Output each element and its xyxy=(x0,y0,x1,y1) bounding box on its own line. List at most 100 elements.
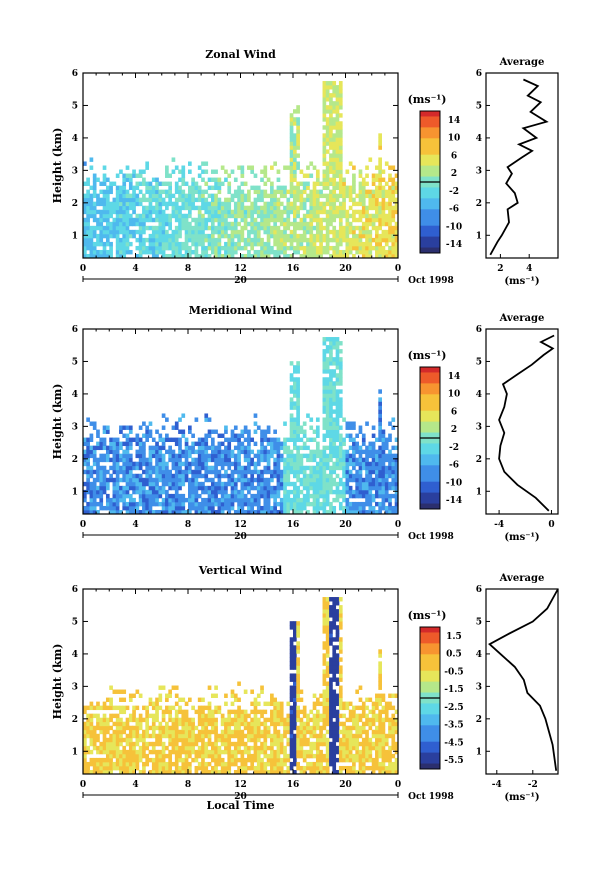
heatmap-cell xyxy=(178,717,182,723)
heatmap-cell xyxy=(256,253,261,259)
heatmap-cell xyxy=(171,205,176,211)
heatmap-cell xyxy=(237,697,241,703)
heatmap-cell xyxy=(102,193,107,199)
heatmap-cell xyxy=(194,509,199,515)
heatmap-cell xyxy=(184,477,189,483)
heatmap-cell xyxy=(302,765,307,771)
heatmap-cell xyxy=(86,509,90,515)
heatmap-cell xyxy=(191,485,195,491)
heatmap-cell xyxy=(194,417,199,422)
heatmap-cell xyxy=(181,713,186,719)
heatmap-cell xyxy=(178,249,182,255)
heatmap-cell xyxy=(165,501,169,507)
heatmap-cell xyxy=(155,225,159,231)
heatmap-cell xyxy=(227,213,232,219)
heatmap-cell xyxy=(325,625,330,630)
heatmap-cell xyxy=(273,225,277,231)
heatmap-cell xyxy=(276,733,281,739)
heatmap-cell xyxy=(191,505,195,511)
heatmap-cell xyxy=(256,769,261,775)
heatmap-cell xyxy=(312,729,317,735)
heatmap-cell xyxy=(240,253,245,259)
heatmap-cell xyxy=(155,481,159,487)
heatmap-cell xyxy=(388,189,392,195)
heatmap-cell xyxy=(391,453,396,459)
heatmap-cell xyxy=(309,217,314,223)
heatmap-cell xyxy=(273,709,277,715)
heatmap-cell xyxy=(309,213,314,219)
heatmap-cell xyxy=(335,205,340,211)
heatmap-cell xyxy=(105,697,110,703)
heatmap-cell xyxy=(260,209,264,215)
heatmap-cell xyxy=(250,501,255,507)
heatmap-cell xyxy=(388,209,392,215)
heatmap-cell xyxy=(240,497,245,503)
heatmap-cell xyxy=(214,169,218,174)
heatmap-cell xyxy=(233,485,238,491)
heatmap-cell xyxy=(122,217,127,223)
heatmap-cell xyxy=(299,201,304,207)
heatmap-cell xyxy=(102,757,107,763)
heatmap-cell xyxy=(253,209,258,215)
heatmap-cell xyxy=(394,185,399,191)
heatmap-cell xyxy=(201,245,205,251)
heatmap-cell xyxy=(168,193,172,199)
heatmap-cell xyxy=(92,213,97,219)
heatmap-cell xyxy=(355,449,360,455)
heatmap-cell xyxy=(112,689,117,694)
heatmap-cell xyxy=(145,465,150,471)
heatmap-cell xyxy=(220,201,225,207)
heatmap-cell xyxy=(188,233,192,239)
heatmap-cell xyxy=(325,465,330,471)
heatmap-cell xyxy=(319,749,323,755)
heatmap-cell xyxy=(384,193,389,199)
heatmap-cell xyxy=(151,469,156,475)
heatmap-cell xyxy=(197,213,202,219)
heatmap-cell xyxy=(240,717,245,723)
heatmap-cell xyxy=(214,721,218,727)
heatmap-cell xyxy=(188,469,192,475)
heatmap-cell xyxy=(358,185,363,191)
heatmap-cell xyxy=(115,689,120,694)
y-tick-label: 3 xyxy=(72,422,78,432)
heatmap-cell xyxy=(178,225,182,231)
colorbar-segment xyxy=(420,187,440,194)
heatmap-cell xyxy=(135,465,140,471)
heatmap-cell xyxy=(135,477,140,483)
heatmap-cell xyxy=(214,209,218,215)
heatmap-cell xyxy=(270,757,274,763)
heatmap-cell xyxy=(293,173,297,178)
colorbar-unit-label: (ms⁻¹) xyxy=(408,349,447,362)
heatmap-cell xyxy=(273,213,277,219)
heatmap-cell xyxy=(86,501,90,507)
heatmap-cell xyxy=(329,741,333,747)
heatmap-cell xyxy=(293,157,297,162)
heatmap-cell xyxy=(230,709,235,715)
heatmap-cell xyxy=(165,721,169,727)
heatmap-cell xyxy=(325,673,330,678)
y-tick-label: 5 xyxy=(72,101,78,111)
heatmap-cell xyxy=(250,209,255,215)
heatmap-cell xyxy=(83,181,87,187)
heatmap-cell xyxy=(240,709,245,715)
heatmap-cell xyxy=(338,157,343,162)
heatmap-cell xyxy=(355,245,360,251)
heatmap-cell xyxy=(329,201,333,207)
heatmap-cell xyxy=(299,457,304,463)
heatmap-cell xyxy=(224,741,228,747)
heatmap-cell xyxy=(168,217,172,223)
heatmap-cell xyxy=(394,189,399,195)
heatmap-cell xyxy=(201,205,205,211)
heatmap-cell xyxy=(335,453,340,459)
heatmap-cell xyxy=(263,489,268,495)
heatmap-cell xyxy=(253,741,258,747)
heatmap-cell xyxy=(145,469,150,475)
heatmap-cell xyxy=(365,217,369,223)
heatmap-cell xyxy=(178,445,182,451)
heatmap-cell xyxy=(99,213,104,219)
heatmap-cell xyxy=(92,501,97,507)
heatmap-cell xyxy=(335,165,340,170)
heatmap-cell xyxy=(338,493,343,499)
heatmap-cell xyxy=(322,613,327,618)
heatmap-cell xyxy=(266,425,271,430)
